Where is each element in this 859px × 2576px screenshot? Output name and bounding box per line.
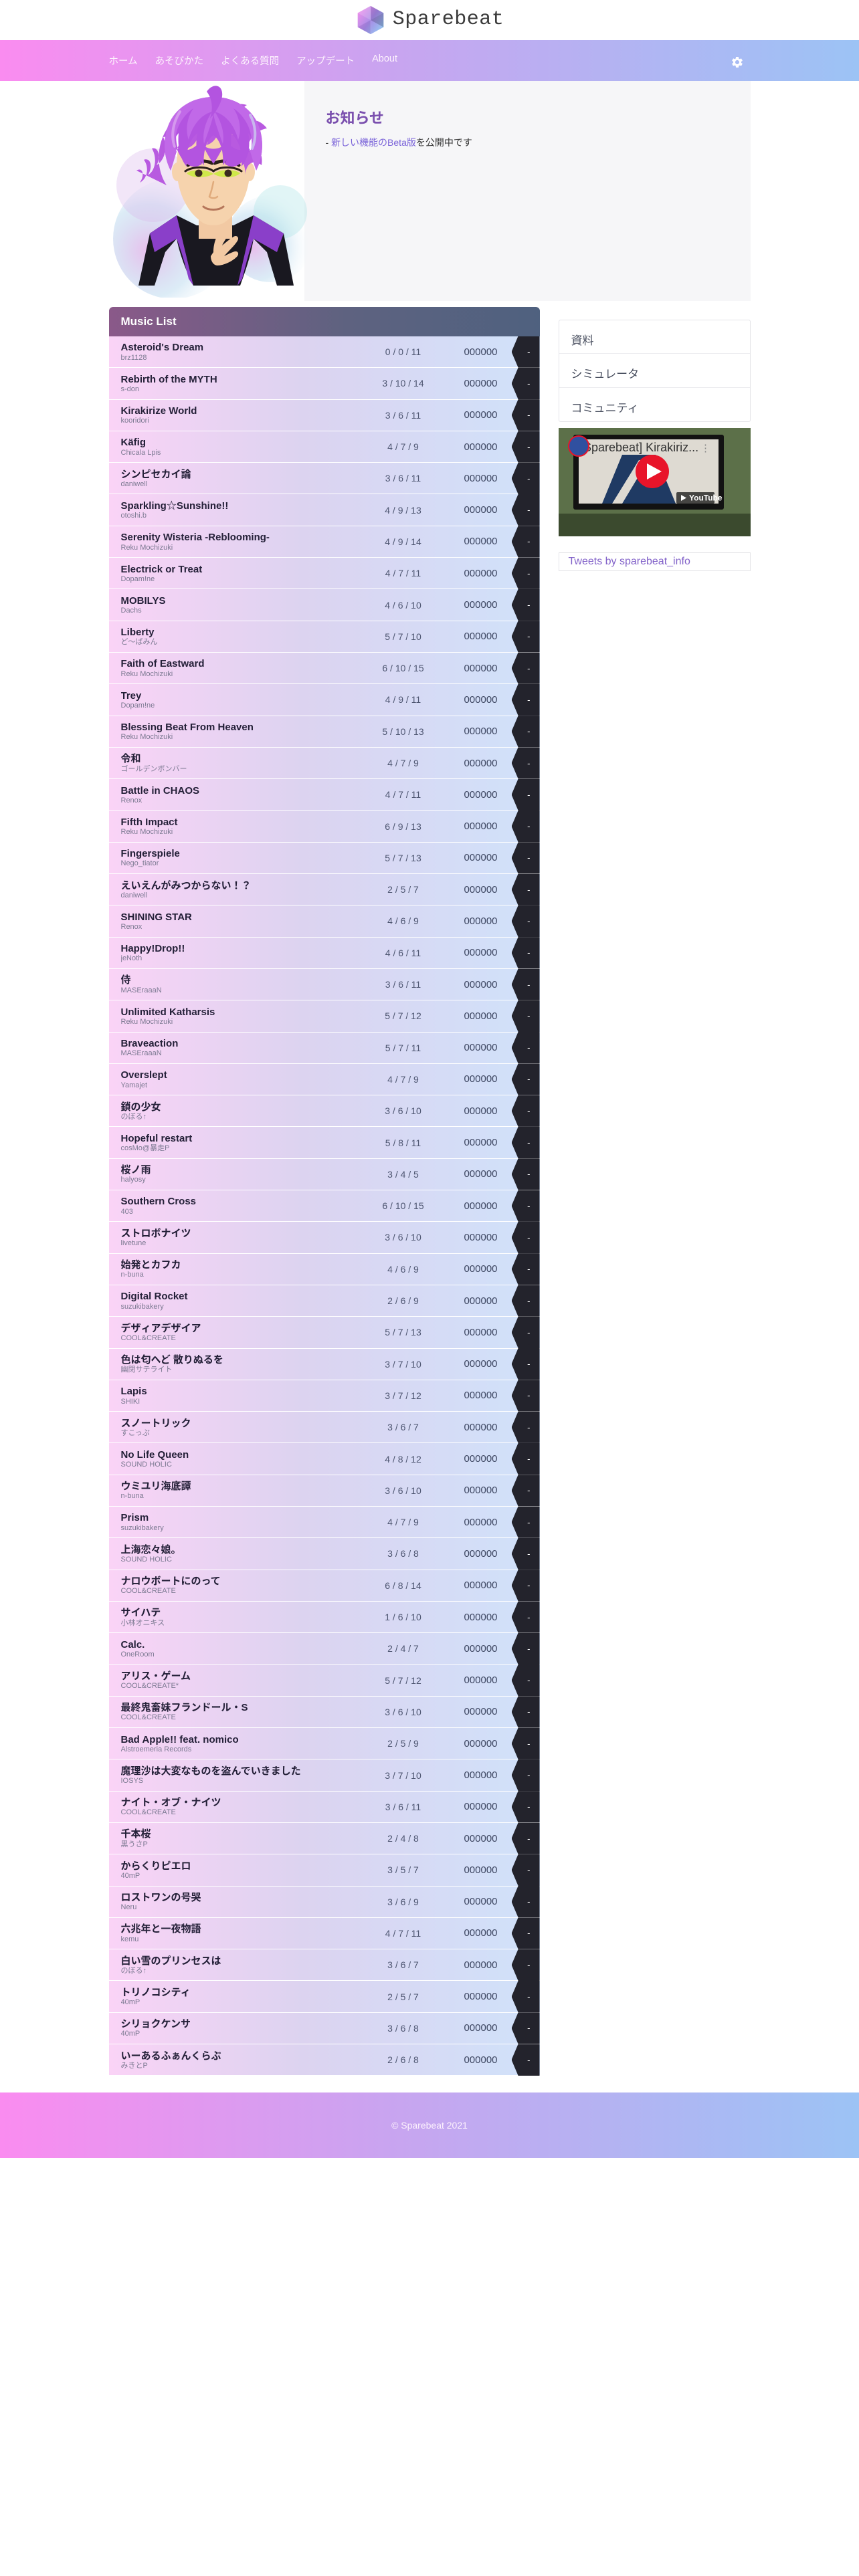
svg-text:YouTube: YouTube <box>689 493 723 502</box>
svg-text:[Sparebeat] Kirakiriz...: [Sparebeat] Kirakiriz... <box>580 441 698 454</box>
svg-text:⋮: ⋮ <box>700 443 710 454</box>
